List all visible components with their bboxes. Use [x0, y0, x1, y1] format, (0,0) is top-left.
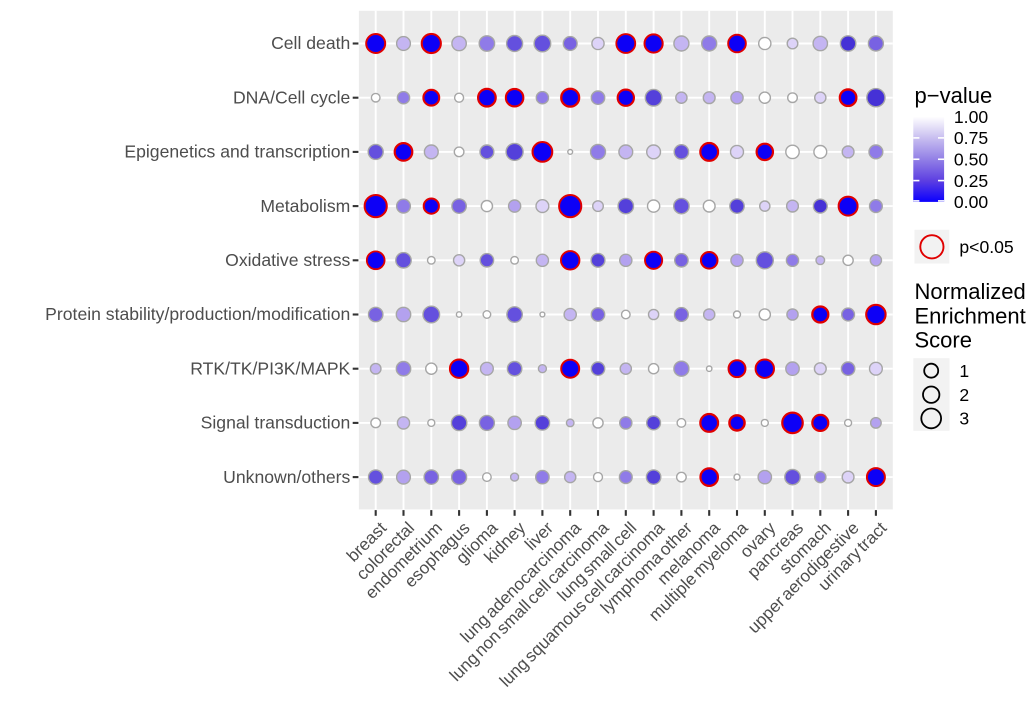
svg-text:Signal transduction: Signal transduction — [201, 413, 351, 433]
svg-text:Epigenetics and transcription: Epigenetics and transcription — [124, 142, 350, 162]
svg-text:p<0.05: p<0.05 — [959, 237, 1014, 257]
svg-text:RTK/TK/PI3K/MAPK: RTK/TK/PI3K/MAPK — [190, 358, 350, 378]
svg-text:0.00: 0.00 — [954, 192, 988, 212]
svg-text:1: 1 — [959, 361, 969, 381]
svg-text:1.00: 1.00 — [954, 107, 988, 127]
svg-text:Oxidative stress: Oxidative stress — [225, 250, 350, 270]
svg-text:0.50: 0.50 — [954, 150, 988, 170]
svg-text:0.75: 0.75 — [954, 128, 988, 148]
svg-text:Protein stability/production/m: Protein stability/production/modificatio… — [45, 304, 350, 324]
svg-text:Score: Score — [915, 328, 972, 353]
svg-text:Unknown/others: Unknown/others — [223, 467, 350, 487]
svg-text:Normalized: Normalized — [915, 279, 1026, 304]
svg-text:Cell death: Cell death — [271, 33, 350, 53]
svg-text:3: 3 — [959, 409, 969, 429]
svg-text:p−value: p−value — [915, 83, 993, 108]
svg-text:2: 2 — [959, 385, 969, 405]
svg-text:DNA/Cell cycle: DNA/Cell cycle — [233, 87, 350, 107]
svg-text:Enrichment: Enrichment — [915, 303, 1026, 328]
svg-text:Metabolism: Metabolism — [260, 196, 350, 216]
svg-text:0.25: 0.25 — [954, 171, 988, 191]
